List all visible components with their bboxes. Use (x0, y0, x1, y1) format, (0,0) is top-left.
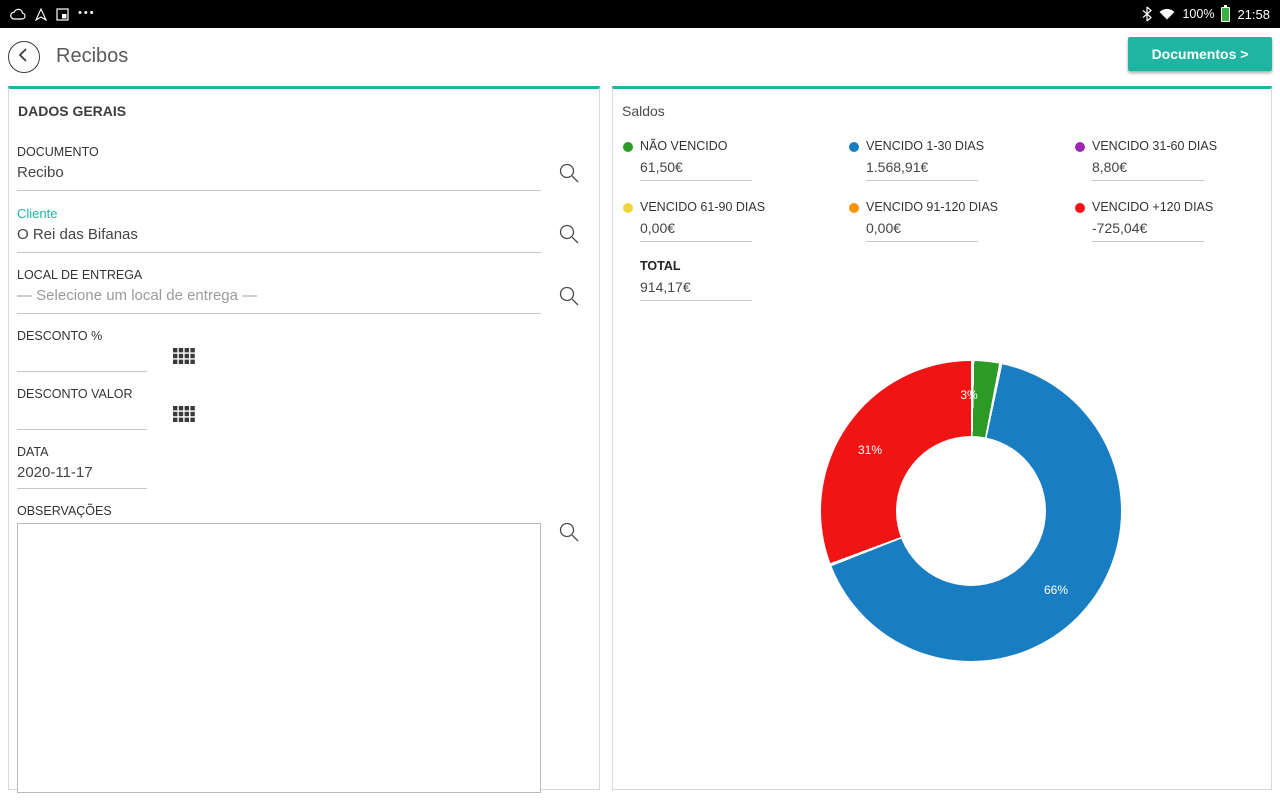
observacoes-search-icon[interactable] (557, 520, 581, 549)
desconto-pct-input[interactable] (17, 350, 147, 372)
dados-gerais-title: DADOS GERAIS (18, 103, 127, 119)
legend-dot (1075, 142, 1085, 152)
legend-item: VENCIDO 61-90 DIAS 0,00€ (623, 200, 849, 242)
donut-hole (896, 436, 1046, 586)
legend-value: 0,00€ (866, 220, 978, 242)
legend-dot (1075, 203, 1085, 213)
cloud-icon (10, 8, 26, 20)
observacoes-label: OBSERVAÇÕES (17, 504, 112, 518)
dados-gerais-panel: DADOS GERAIS DOCUMENTO Recibo Cliente O … (8, 86, 600, 793)
local-entrega-field: LOCAL DE ENTREGA — Selecione um local de… (17, 268, 591, 314)
documento-label: DOCUMENTO (17, 145, 99, 159)
desconto-valor-input[interactable] (17, 408, 147, 430)
legend-label: VENCIDO 61-90 DIAS (640, 200, 766, 214)
documento-value[interactable]: Recibo (17, 164, 541, 191)
legend-label: NÃO VENCIDO (640, 139, 728, 153)
total-block: TOTAL 914,17€ (613, 242, 1271, 301)
data-input[interactable]: 2020-11-17 (17, 464, 147, 489)
back-arrow-icon (15, 46, 33, 69)
gallery-icon (56, 7, 69, 21)
total-value: 914,17€ (640, 279, 752, 301)
legend-value: 8,80€ (1092, 159, 1204, 181)
local-entrega-label: LOCAL DE ENTREGA (17, 268, 143, 282)
donut-chart: 3% 66% 31% (821, 361, 1121, 661)
legend-dot (623, 203, 633, 213)
cliente-value[interactable]: O Rei das Bifanas (17, 226, 541, 253)
desconto-valor-label: DESCONTO VALOR (17, 387, 133, 401)
keypad-icon[interactable] (173, 406, 195, 428)
slice-label-red: 31% (857, 443, 883, 457)
app-header: Recibos Documentos > (0, 28, 1280, 86)
legend-label: VENCIDO 31-60 DIAS (1092, 139, 1218, 153)
bluetooth-icon (1142, 6, 1153, 22)
saldos-panel: Saldos NÃO VENCIDO 61,50€ VENCIDO 1-30 D… (612, 86, 1272, 790)
slice-label-blue: 66% (1043, 583, 1069, 597)
total-label: TOTAL (640, 259, 681, 273)
location-icon (35, 7, 47, 21)
saldos-legend: NÃO VENCIDO 61,50€ VENCIDO 1-30 DIAS 1.5… (613, 119, 1271, 242)
back-button[interactable] (8, 41, 40, 73)
local-entrega-value[interactable]: — Selecione um local de entrega — (17, 287, 541, 314)
status-bar: ••• 100% 21:58 (0, 0, 1280, 28)
data-field: DATA 2020-11-17 (17, 445, 591, 489)
desconto-pct-label: DESCONTO % (17, 329, 103, 343)
observacoes-textarea[interactable] (17, 523, 541, 793)
data-label: DATA (17, 445, 49, 459)
desconto-valor-field: DESCONTO VALOR (17, 387, 591, 430)
legend-label: VENCIDO +120 DIAS (1092, 200, 1214, 214)
legend-label: VENCIDO 1-30 DIAS (866, 139, 985, 153)
documentos-button[interactable]: Documentos > (1128, 37, 1272, 71)
cliente-label: Cliente (17, 206, 58, 221)
more-dots-icon: ••• (78, 7, 96, 19)
saldos-title: Saldos (622, 103, 665, 119)
legend-item: VENCIDO 91-120 DIAS 0,00€ (849, 200, 1075, 242)
clock: 21:58 (1237, 6, 1270, 22)
legend-item: VENCIDO 31-60 DIAS 8,80€ (1075, 139, 1275, 181)
legend-value: 61,50€ (640, 159, 752, 181)
observacoes-field: OBSERVAÇÕES (17, 504, 591, 798)
slice-label-green: 3% (960, 388, 978, 402)
battery-percentage: 100% (1182, 7, 1215, 21)
legend-value: 0,00€ (640, 220, 752, 242)
local-entrega-search-icon[interactable] (557, 284, 581, 313)
legend-dot (849, 142, 859, 152)
legend-item: NÃO VENCIDO 61,50€ (623, 139, 849, 181)
legend-dot (623, 142, 633, 152)
keypad-icon[interactable] (173, 348, 195, 370)
battery-icon (1221, 4, 1231, 22)
legend-dot (849, 203, 859, 213)
legend-item: VENCIDO +120 DIAS -725,04€ (1075, 200, 1275, 242)
documento-field: DOCUMENTO Recibo (17, 145, 591, 191)
wifi-icon (1159, 8, 1175, 20)
documento-search-icon[interactable] (557, 161, 581, 190)
legend-value: -725,04€ (1092, 220, 1204, 242)
cliente-field: Cliente O Rei das Bifanas (17, 206, 591, 253)
legend-item: VENCIDO 1-30 DIAS 1.568,91€ (849, 139, 1075, 181)
legend-label: VENCIDO 91-120 DIAS (866, 200, 998, 214)
cliente-search-icon[interactable] (557, 222, 581, 251)
legend-value: 1.568,91€ (866, 159, 978, 181)
page-title: Recibos (56, 45, 129, 67)
desconto-pct-field: DESCONTO % (17, 329, 591, 372)
